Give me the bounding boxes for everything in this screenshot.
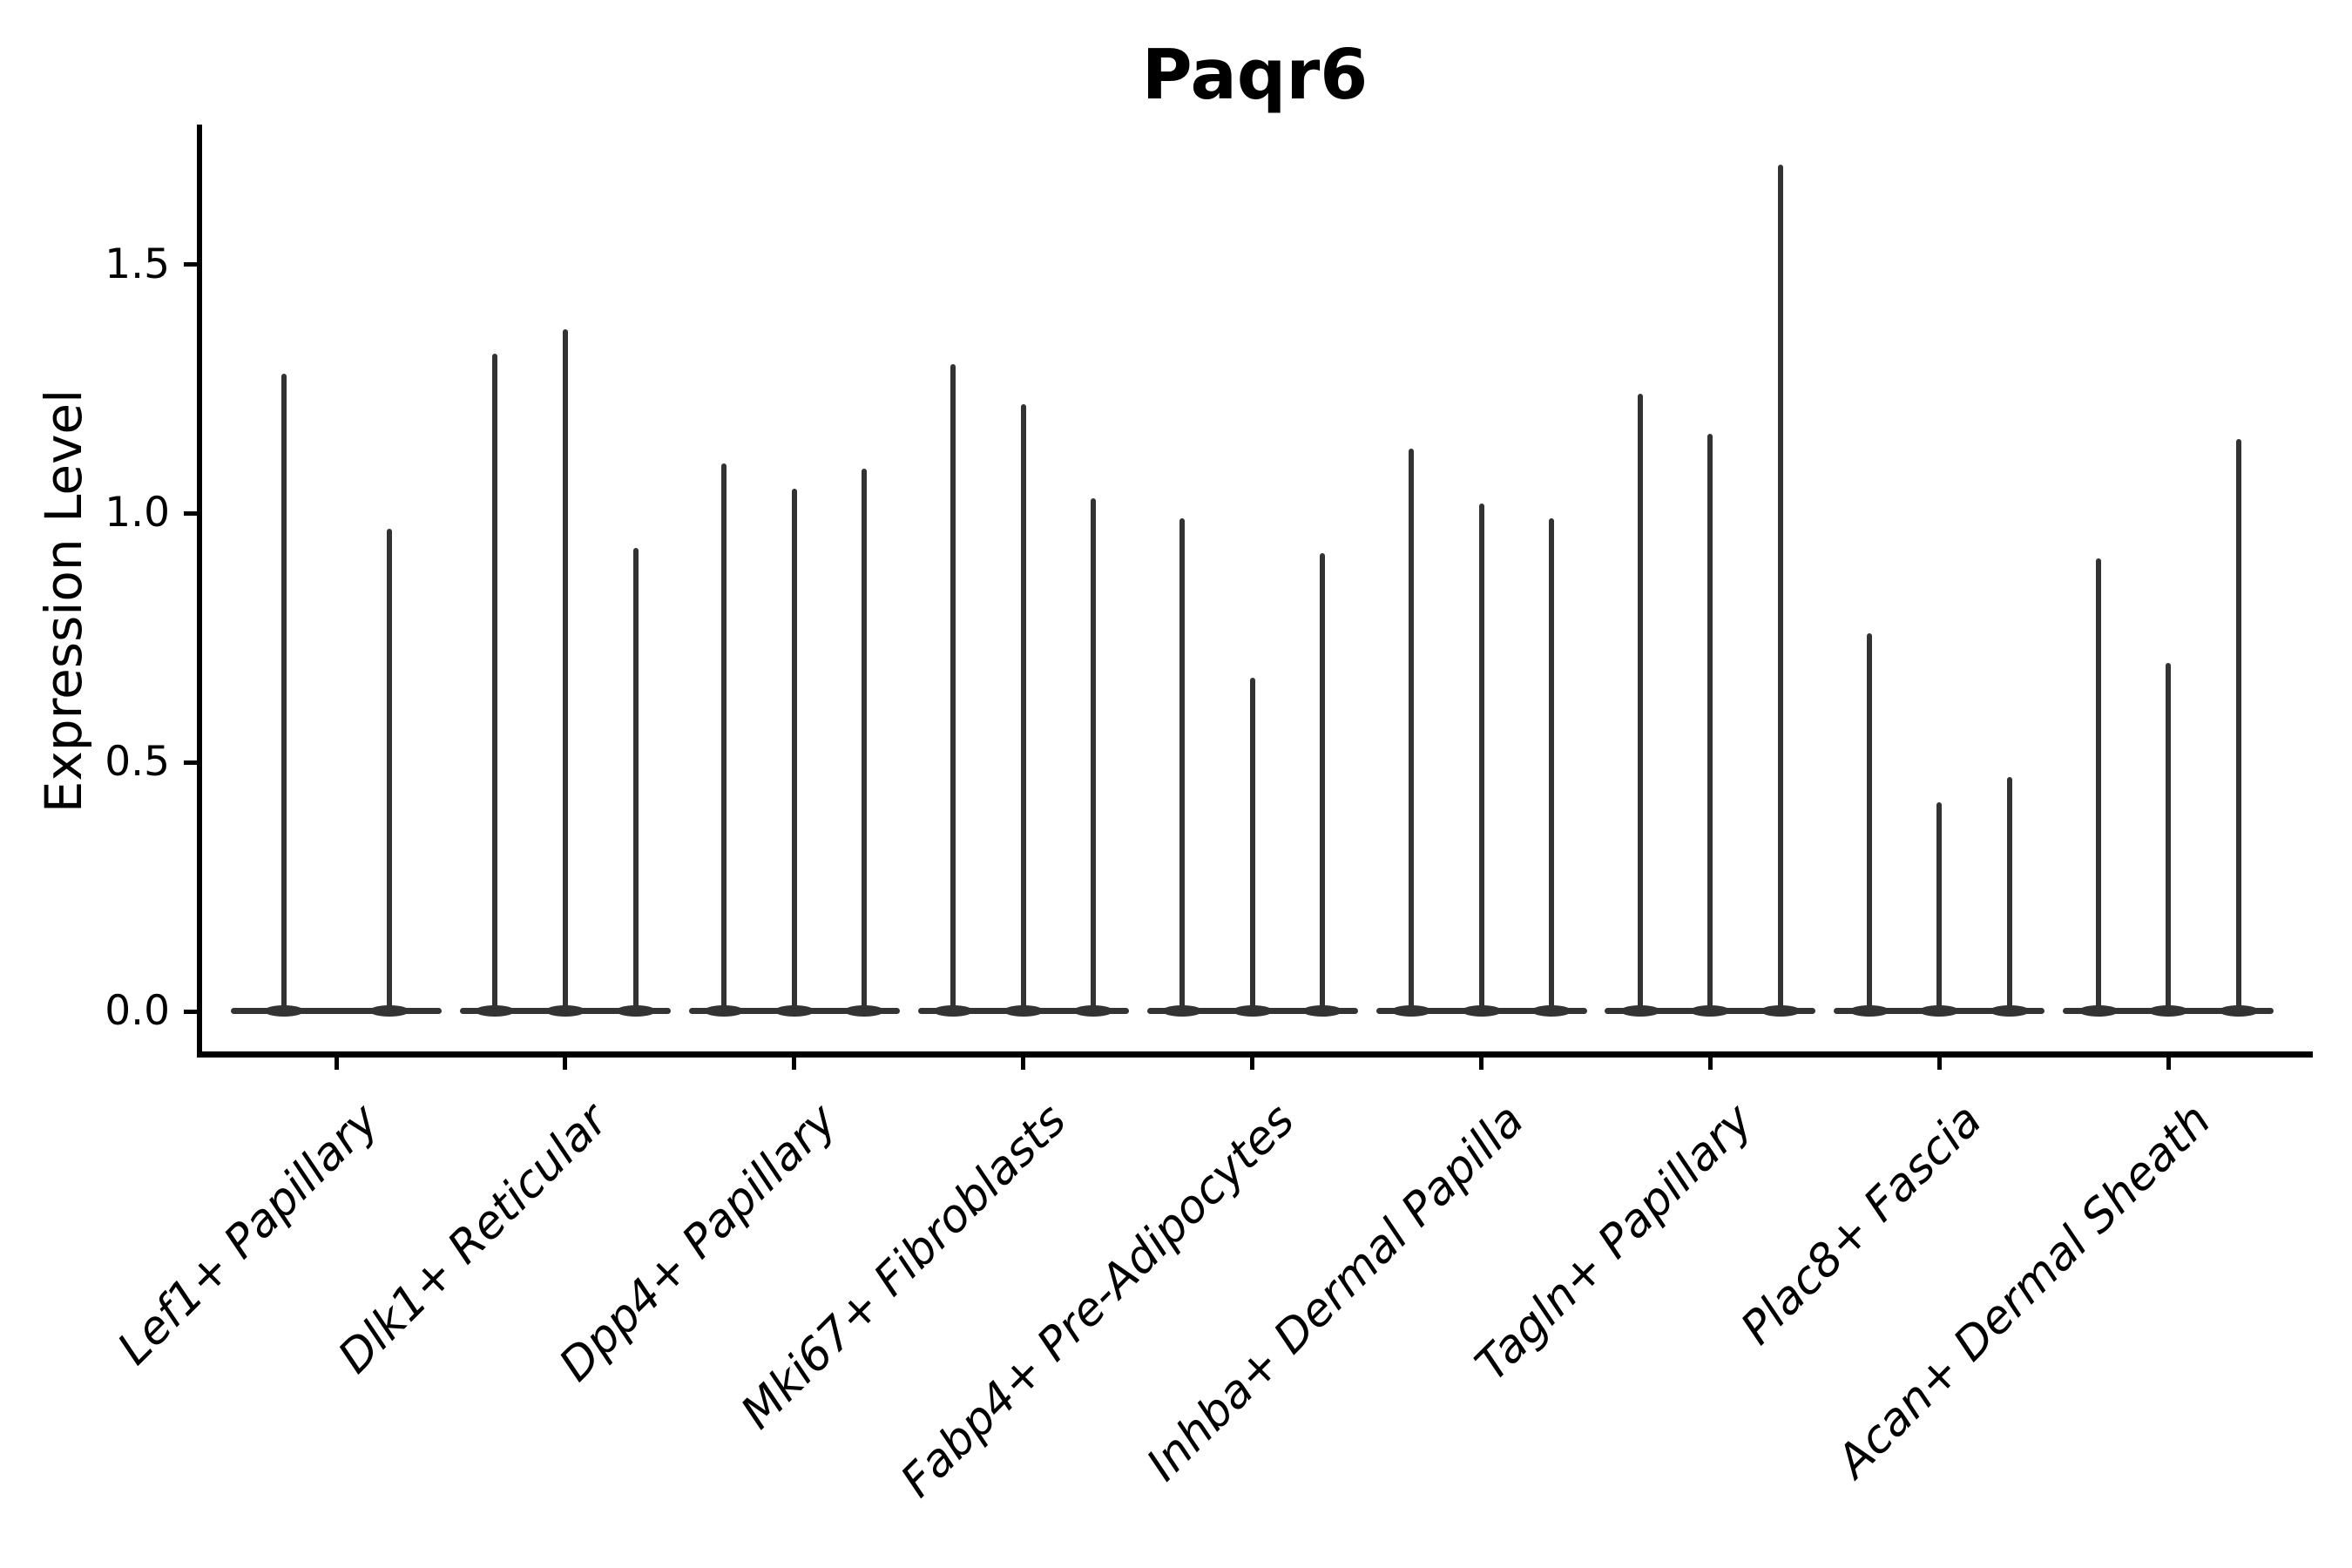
x-tick-label: Acan+ Dermal Sheath bbox=[1827, 1094, 2221, 1488]
violin-spike bbox=[1478, 503, 1484, 1011]
x-tick-mark bbox=[2166, 1058, 2171, 1070]
violin-spike bbox=[1936, 801, 1943, 1011]
violin-spike bbox=[1408, 449, 1414, 1011]
violin-spike bbox=[632, 548, 639, 1011]
violin-spike bbox=[1091, 498, 1097, 1011]
violin-spike bbox=[721, 463, 727, 1011]
x-tick-label: Plac8+ Fascia bbox=[1731, 1094, 1992, 1355]
x-tick-mark bbox=[1021, 1058, 1026, 1070]
violin-base bbox=[231, 1008, 442, 1014]
violin-spike bbox=[950, 363, 956, 1011]
y-tick-mark bbox=[184, 760, 197, 765]
y-axis-spine bbox=[197, 125, 202, 1058]
violin-spike bbox=[2235, 438, 2241, 1011]
y-tick-label: 1.0 bbox=[105, 489, 170, 537]
violin-spike bbox=[1707, 433, 1713, 1011]
violin-spike bbox=[1778, 165, 1784, 1011]
violin-spike bbox=[492, 354, 498, 1011]
violin-spike bbox=[2166, 662, 2172, 1011]
x-tick-mark bbox=[334, 1058, 339, 1070]
violin-spike bbox=[280, 374, 287, 1011]
y-tick-label: 0.0 bbox=[105, 987, 170, 1035]
x-tick-label: Inhba+ Dermal Papilla bbox=[1137, 1094, 1534, 1491]
x-tick-mark bbox=[1479, 1058, 1484, 1070]
violin-spike bbox=[1866, 632, 1872, 1011]
violin-spike bbox=[2095, 558, 2101, 1011]
x-tick-mark bbox=[1707, 1058, 1713, 1070]
x-tick-mark bbox=[792, 1058, 797, 1070]
violin-spike bbox=[1637, 394, 1643, 1011]
y-tick-label: 0.5 bbox=[105, 738, 170, 787]
x-tick-mark bbox=[1250, 1058, 1255, 1070]
violin-spike bbox=[1249, 678, 1255, 1011]
violin-spike bbox=[386, 528, 392, 1011]
x-axis-spine bbox=[197, 1051, 2313, 1058]
y-tick-mark bbox=[184, 510, 197, 516]
violin-spike bbox=[2006, 777, 2012, 1011]
violin-spike bbox=[862, 468, 868, 1011]
violin-spike bbox=[1320, 553, 1326, 1011]
y-tick-mark bbox=[184, 262, 197, 267]
violin-spike bbox=[1020, 403, 1026, 1011]
y-tick-label: 1.5 bbox=[105, 240, 170, 288]
violin-spike bbox=[791, 488, 797, 1011]
x-tick-label: Fabp4+ Pre-Adipocytes bbox=[891, 1094, 1306, 1508]
violin-spike bbox=[1179, 518, 1185, 1011]
y-tick-mark bbox=[184, 1009, 197, 1014]
violin-spike bbox=[562, 328, 568, 1011]
violin-spike bbox=[1549, 518, 1555, 1011]
x-tick-mark bbox=[563, 1058, 568, 1070]
chart-title: Paqr6 bbox=[1141, 35, 1369, 115]
x-tick-mark bbox=[1936, 1058, 1942, 1070]
